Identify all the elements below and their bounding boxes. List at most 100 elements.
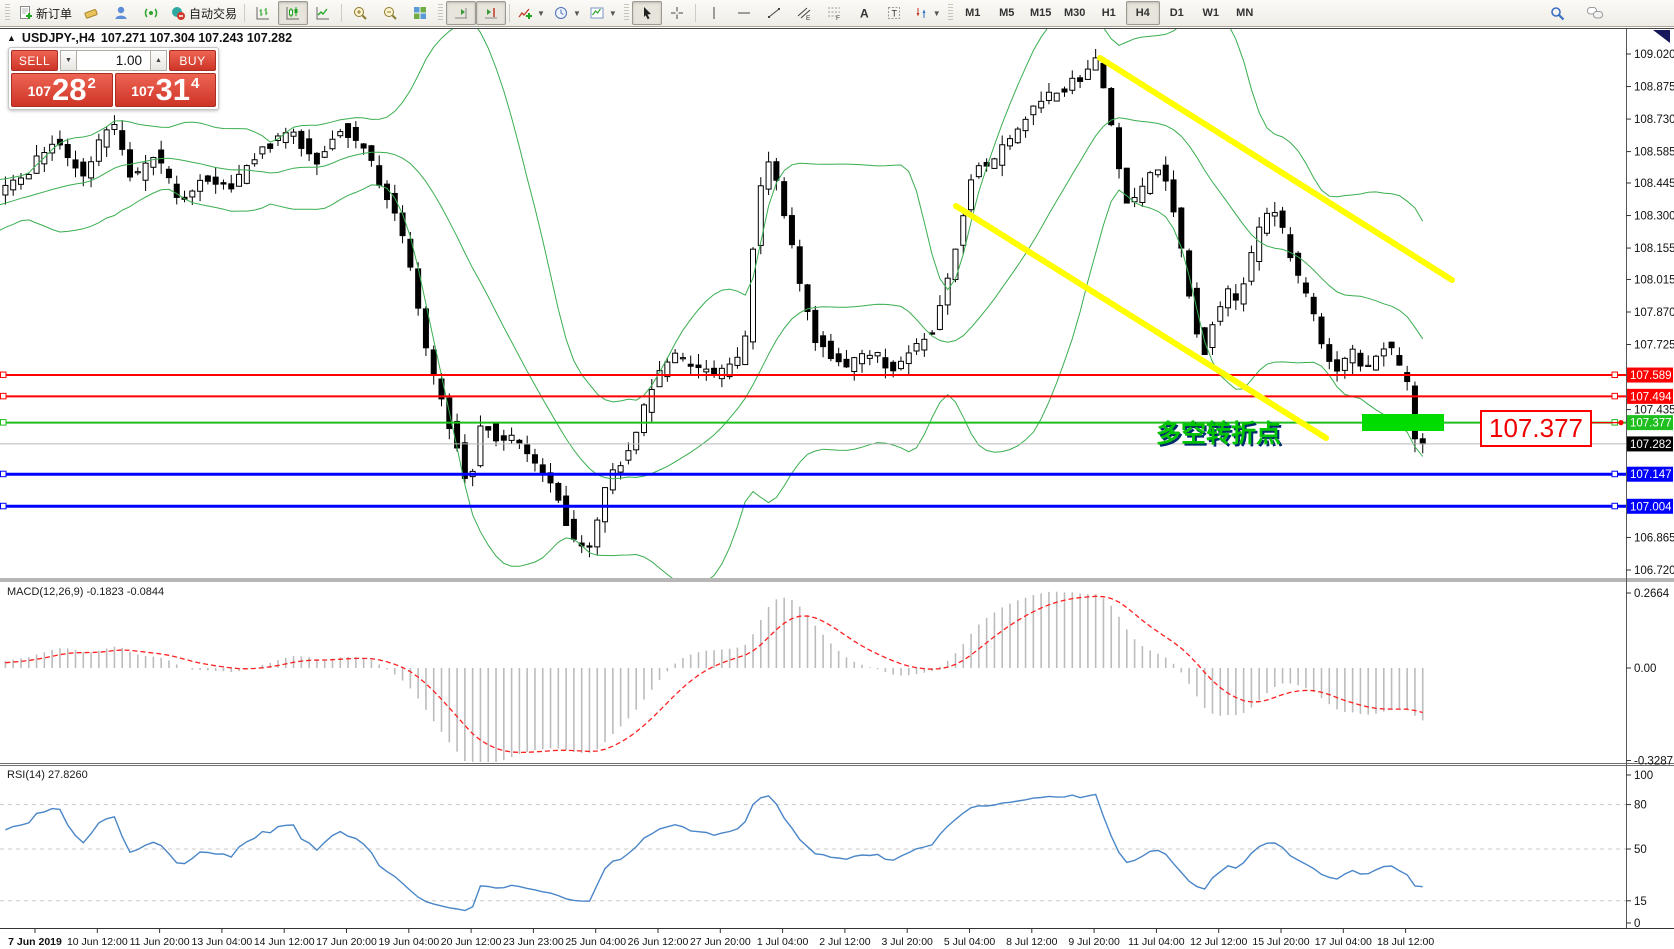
macd-pane [4, 591, 1424, 762]
chevron-down-icon: ▼ [608, 8, 617, 18]
arrows-button[interactable]: ▼ [909, 1, 945, 25]
tile-windows-button[interactable] [405, 1, 435, 25]
zoom-out-icon [382, 5, 398, 21]
svg-text:108.875: 108.875 [1634, 82, 1674, 94]
price-callout-box[interactable]: 107.377 [1480, 410, 1592, 447]
timeframe-mn[interactable]: MN [1236, 7, 1254, 19]
signal-icon [143, 5, 159, 21]
svg-text:10 Jun 12:00: 10 Jun 12:00 [67, 936, 128, 948]
svg-text:107.870: 107.870 [1634, 307, 1674, 319]
svg-text:106.865: 106.865 [1634, 532, 1674, 544]
profile-icon [113, 5, 129, 21]
volume-increase-button[interactable]: ▲ [150, 50, 167, 71]
svg-text:18 Jul 12:00: 18 Jul 12:00 [1377, 936, 1434, 948]
bar-chart-button[interactable] [248, 1, 278, 25]
svg-text:0: 0 [1634, 918, 1640, 930]
channel-button[interactable]: E [789, 1, 819, 25]
eraser-button[interactable] [76, 1, 106, 25]
indicators-icon [517, 5, 533, 21]
zoom-out-button[interactable] [375, 1, 405, 25]
timeframe-m30[interactable]: M30 [1064, 7, 1086, 19]
toolbar-grip [947, 4, 953, 22]
indicators-button[interactable]: ▼ [513, 1, 549, 25]
collapse-trade-panel-icon[interactable]: ▲ [7, 33, 16, 43]
timeframe-d1[interactable]: D1 [1169, 7, 1184, 19]
timeframe-h1[interactable]: H1 [1101, 7, 1116, 19]
timeframe-h4[interactable]: H4 [1125, 1, 1160, 25]
templates-button[interactable]: ▼ [585, 1, 621, 25]
chat-button[interactable] [1580, 1, 1610, 25]
autotrade-button[interactable]: 自动交易 [166, 1, 241, 25]
volume-decrease-button[interactable]: ▼ [60, 50, 77, 71]
chart-shift-button[interactable] [476, 1, 507, 25]
svg-text:12 Jul 12:00: 12 Jul 12:00 [1190, 936, 1247, 948]
trendline-button[interactable] [759, 1, 789, 25]
line-chart-button[interactable] [308, 1, 338, 25]
svg-text:19 Jun 04:00: 19 Jun 04:00 [378, 936, 439, 948]
volume-input[interactable] [77, 50, 150, 71]
svg-text:E: E [806, 15, 811, 21]
chevron-down-icon: ▼ [932, 8, 941, 18]
periods-icon [553, 5, 569, 21]
horizontal-levels[interactable] [0, 371, 1626, 510]
tile-windows-icon [412, 5, 428, 21]
chat-icon [1586, 5, 1604, 21]
yellow-trendlines[interactable] [953, 55, 1455, 441]
candlestick-icon [285, 5, 301, 21]
svg-text:F: F [836, 15, 840, 21]
bollinger-bands [0, 29, 1424, 578]
cursor-icon [639, 5, 655, 21]
auto-scroll-icon [453, 5, 469, 21]
search-button[interactable] [1542, 1, 1572, 25]
fibonacci-icon: F [826, 5, 842, 21]
horizontal-line-button[interactable] [729, 1, 759, 25]
new-order-label: 新订单 [36, 6, 73, 21]
auto-scroll-button[interactable] [446, 1, 477, 25]
main-price-pane[interactable] [2, 48, 1426, 558]
separator [244, 4, 246, 22]
fibonacci-button[interactable]: F [819, 1, 849, 25]
svg-text:15: 15 [1634, 896, 1647, 908]
svg-text:T: T [891, 9, 897, 19]
sell-button[interactable]: SELL [11, 50, 58, 71]
svg-text:107.494: 107.494 [1630, 391, 1672, 403]
svg-text:8 Jul 12:00: 8 Jul 12:00 [1006, 936, 1058, 948]
buy-price-pip: 4 [191, 75, 200, 92]
svg-text:14 Jun 12:00: 14 Jun 12:00 [254, 936, 315, 948]
timeframe-m1[interactable]: M1 [965, 7, 981, 19]
chart-shift-icon [483, 5, 499, 21]
pivot-annotation-text[interactable]: 多空转折点 [1156, 420, 1282, 448]
timeframe-m5[interactable]: M5 [999, 7, 1015, 19]
vertical-line-button[interactable] [699, 1, 729, 25]
svg-text:109.020: 109.020 [1634, 49, 1674, 61]
toolbar-grip [5, 4, 10, 22]
cursor-button[interactable] [631, 1, 662, 25]
horizontal-line-icon [736, 5, 752, 21]
text-button[interactable]: A [849, 1, 879, 25]
sell-price-major: 107 [27, 83, 52, 99]
signals-button[interactable] [136, 1, 166, 25]
buy-button[interactable]: BUY [169, 50, 216, 71]
timeframe-m15[interactable]: M15 [1030, 7, 1052, 19]
buy-price-button[interactable]: 107 31 4 [114, 73, 216, 107]
svg-text:11 Jul 04:00: 11 Jul 04:00 [1128, 936, 1185, 948]
svg-text:11 Jun 20:00: 11 Jun 20:00 [130, 936, 190, 948]
profile-button[interactable] [106, 1, 136, 25]
sell-price-button[interactable]: 107 28 2 [11, 73, 113, 107]
separator [509, 4, 511, 22]
periods-button[interactable]: ▼ [549, 1, 585, 25]
timeframe-w1[interactable]: W1 [1202, 7, 1219, 19]
zoom-in-button[interactable] [345, 1, 375, 25]
text-label-button[interactable]: T [879, 1, 909, 25]
label-icon: T [886, 5, 902, 21]
support-zone-rect[interactable] [1362, 414, 1444, 431]
candlestick-button[interactable] [278, 1, 309, 25]
new-order-button[interactable]: 新订单 [13, 1, 76, 25]
svg-text:107.282: 107.282 [1630, 439, 1672, 451]
svg-text:2 Jul 12:00: 2 Jul 12:00 [819, 936, 871, 948]
crosshair-button[interactable] [662, 1, 692, 25]
svg-text:107.435: 107.435 [1634, 405, 1674, 417]
svg-text:9 Jul 20:00: 9 Jul 20:00 [1068, 936, 1120, 948]
